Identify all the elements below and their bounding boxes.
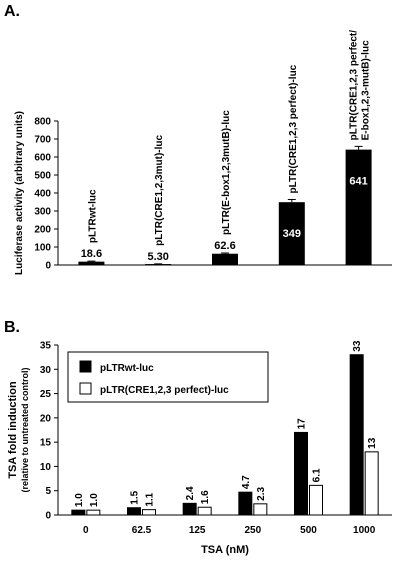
value-label: 1.0	[89, 493, 100, 507]
x-tick-label: 500	[300, 525, 317, 536]
value-label: 13	[367, 437, 378, 449]
y-tick-label: 100	[34, 243, 51, 254]
value-label: 1.6	[200, 490, 211, 504]
panel-label: B.	[4, 319, 20, 336]
bar	[197, 506, 212, 516]
value-label: 33	[352, 340, 363, 352]
legend-box	[67, 351, 269, 403]
legend-swatch	[79, 382, 92, 395]
y-tick-label: 200	[34, 225, 51, 236]
x-tick-label: 1000	[353, 525, 376, 536]
legend-label: pLTR(CRE1,2,3 perfect)-luc	[100, 385, 229, 396]
category-label: pLTR(CRE1,2,3mut)-luc	[154, 134, 165, 245]
value-label: 5.30	[147, 251, 168, 263]
bar	[212, 253, 238, 265]
x-tick-label: 250	[244, 525, 261, 536]
y-tick-label: 400	[34, 189, 51, 200]
x-tick-label: 0	[83, 525, 89, 536]
y-tick-label: 300	[34, 207, 51, 218]
y-tick-label: 35	[40, 341, 52, 352]
bar	[78, 261, 105, 265]
x-axis-label: TSA (nM)	[201, 544, 249, 556]
y-tick-label: 5	[45, 486, 51, 497]
value-label: 2.3	[256, 486, 267, 500]
bar	[86, 509, 101, 516]
category-label: pLTR(CRE1,2,3 perfect/E-box1,2,3-mutB)-l…	[349, 30, 372, 141]
legend-label: pLTRwt-luc	[100, 363, 154, 374]
category-label: pLTR(CRE1,2,3 perfect)-luc	[288, 64, 299, 193]
category-label: pLTR(E-box1,2,3mutB)-luc	[221, 110, 232, 235]
x-tick-label: 125	[189, 525, 206, 536]
value-label: 62.6	[214, 240, 235, 252]
value-label: 1.5	[130, 490, 141, 504]
category-label: pLTRwt-luc	[87, 189, 98, 243]
bar	[145, 264, 172, 265]
y-tick-label: 0	[45, 511, 51, 522]
y-axis-label: Luciferase activity (arbitrary units)	[14, 111, 25, 275]
value-label: 6.1	[312, 468, 323, 482]
panel-label: A.	[4, 3, 20, 20]
bar	[309, 484, 323, 516]
value-label: 18.6	[81, 248, 102, 260]
y-tick-label: 15	[40, 438, 52, 449]
y-tick-label: 700	[34, 135, 51, 146]
bar	[294, 431, 308, 516]
legend-swatch	[79, 360, 92, 373]
x-tick-label: 62.5	[132, 525, 152, 536]
value-label: 1.1	[145, 492, 156, 506]
value-label: 641	[349, 176, 367, 188]
y-axis-label: TSA fold induction	[7, 381, 19, 479]
y-tick-label: 800	[34, 117, 51, 128]
y-tick-label: 500	[34, 171, 51, 182]
y-tick-label: 25	[40, 389, 52, 400]
bar	[253, 503, 268, 516]
y-tick-label: 600	[34, 153, 51, 164]
bar	[349, 354, 364, 516]
y-tick-label: 30	[40, 365, 52, 376]
bar	[127, 507, 141, 516]
y-tick-label: 20	[40, 413, 52, 424]
value-label: 1.0	[74, 493, 85, 507]
value-label: 2.4	[185, 486, 196, 500]
value-label: 17	[297, 418, 308, 430]
bar	[71, 509, 86, 516]
bar	[182, 502, 197, 516]
bar	[364, 451, 379, 516]
y-tick-label: 0	[45, 261, 51, 272]
bar	[278, 202, 305, 265]
value-label: 349	[283, 228, 301, 240]
y-axis-label-note: (relative to untreated control)	[20, 367, 30, 492]
bar	[142, 509, 156, 516]
y-tick-label: 10	[40, 462, 52, 473]
bar	[345, 149, 372, 265]
value-label: 4.7	[241, 475, 252, 489]
bar	[238, 491, 253, 516]
